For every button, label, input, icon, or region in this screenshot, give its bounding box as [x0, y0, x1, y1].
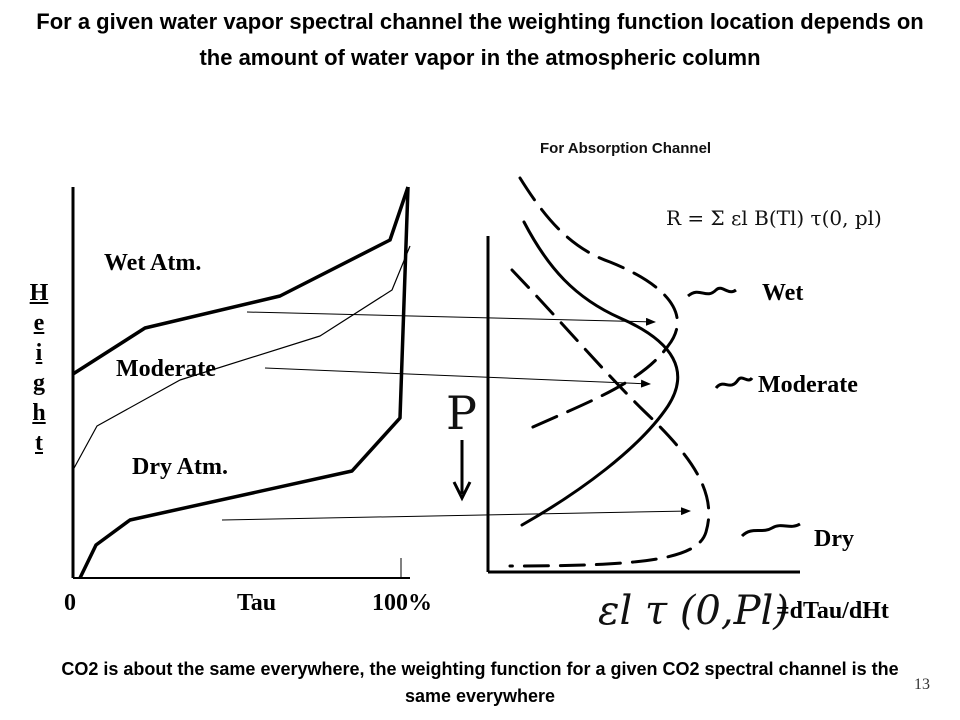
wet-tau-curve	[72, 186, 410, 376]
dry-tau-curve	[78, 186, 410, 579]
moderate-label-right: Moderate	[758, 372, 858, 398]
weighting-definition: =dTau/dHt	[776, 598, 889, 624]
left-graph	[71, 186, 691, 579]
x-tick-zero: 0	[64, 590, 76, 616]
radiance-formula: R = Σ εl B(Tl) τ(0, pl)	[666, 206, 882, 230]
moderate-squiggle	[714, 376, 754, 390]
x-tick-hundred: 100%	[372, 590, 432, 616]
moderate-tau-curve	[72, 245, 411, 471]
height-letter: t	[35, 430, 43, 456]
footer-note: CO2 is about the same everywhere, the we…	[61, 659, 899, 706]
arrow-moderate	[264, 367, 651, 388]
p-arrow-head	[452, 481, 472, 502]
moderate-label-left: Moderate	[116, 356, 216, 382]
dry-weighting-curve	[508, 268, 711, 568]
wet-label-right: Wet	[762, 280, 804, 306]
height-letter: h	[32, 400, 46, 426]
slide-title: For a given water vapor spectral channel…	[36, 9, 924, 70]
wet-weighting-curve	[518, 176, 679, 434]
weighting-expression: εl τ (0,Pl)	[598, 588, 789, 634]
x-axis-label: Tau	[237, 590, 277, 616]
wet-atm-label: Wet Atm.	[104, 250, 202, 276]
arrow-dry	[221, 507, 691, 521]
wet-squiggle	[687, 286, 737, 298]
absorption-channel-header: For Absorption Channel	[540, 140, 712, 157]
height-letter: i	[35, 340, 43, 366]
dry-squiggle	[740, 522, 801, 538]
dry-label-right: Dry	[814, 526, 854, 552]
p-axis-label: P	[446, 386, 477, 440]
dry-atm-label: Dry Atm.	[132, 454, 228, 480]
height-letter: H	[29, 280, 49, 306]
page-number: 13	[914, 676, 930, 693]
height-letter: e	[33, 310, 45, 336]
moderate-weighting-curve	[520, 220, 680, 527]
right-graph	[452, 176, 801, 574]
height-letter: g	[33, 370, 45, 396]
arrow-wet	[246, 311, 656, 326]
